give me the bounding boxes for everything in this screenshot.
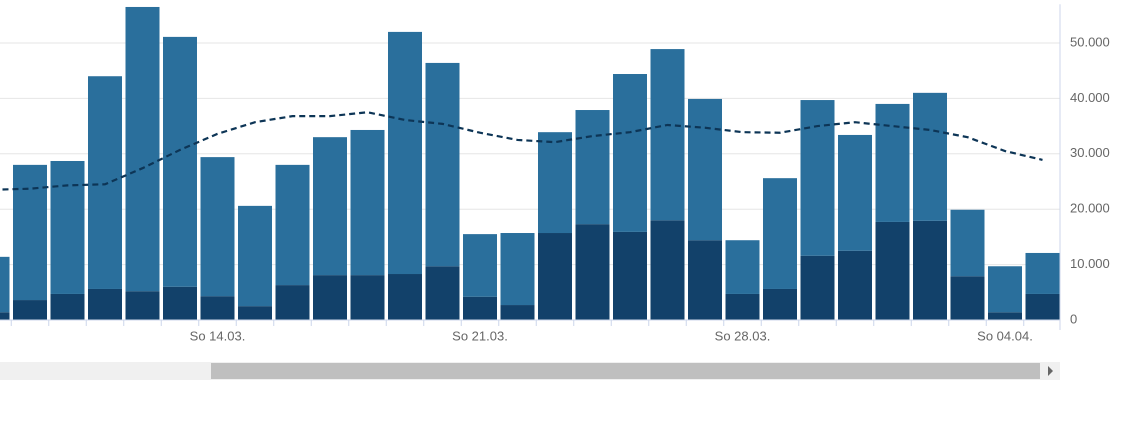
bar — [238, 306, 272, 320]
bar — [0, 256, 10, 313]
bar — [350, 129, 385, 276]
bar — [763, 178, 797, 289]
bar — [13, 164, 47, 301]
bar — [463, 296, 497, 320]
y-tick-label: 30.000 — [1070, 145, 1110, 160]
bar — [988, 312, 1022, 320]
bar — [1025, 252, 1060, 294]
bar — [125, 6, 160, 292]
x-tick-label: So 14.03. — [190, 328, 246, 343]
bar — [388, 31, 422, 275]
bar — [875, 103, 910, 222]
bar — [0, 312, 10, 320]
bar — [275, 285, 310, 320]
bar — [575, 110, 610, 225]
bar — [163, 286, 197, 320]
bar — [388, 274, 422, 320]
bar — [575, 224, 610, 320]
y-tick-label: 20.000 — [1070, 201, 1110, 216]
bar — [50, 160, 85, 294]
bar — [913, 220, 947, 320]
bar — [238, 205, 272, 307]
bar — [50, 293, 85, 320]
bar — [275, 164, 310, 286]
line — [0, 111, 1043, 191]
bar — [613, 231, 647, 320]
bar — [725, 293, 760, 320]
bar — [763, 288, 797, 320]
x-tick-label: So 21.03. — [452, 328, 508, 343]
bar — [875, 221, 910, 320]
x-tick-label: So 04.04. — [977, 328, 1033, 343]
bar — [650, 49, 685, 221]
bar — [613, 74, 647, 232]
bar — [500, 305, 535, 320]
bar — [913, 92, 947, 221]
bar — [313, 137, 347, 276]
bar — [538, 233, 572, 320]
y-tick-label: 40.000 — [1070, 90, 1110, 105]
bar — [13, 300, 47, 320]
bar — [688, 98, 722, 241]
plot-area: 0 10.000 20.000 30.000 40.000 50.000 So 14.03.… — [0, 4, 1110, 343]
bar — [200, 296, 235, 320]
bar — [88, 288, 122, 320]
scrollbar-thumb[interactable] — [211, 363, 1040, 379]
x-tick-label: So 28.03. — [715, 328, 771, 343]
bar — [425, 266, 460, 320]
bar — [950, 209, 985, 277]
bar — [313, 275, 347, 320]
bar — [988, 266, 1022, 313]
y-tick-label: 10.000 — [1070, 256, 1110, 271]
bar — [538, 132, 572, 234]
bar — [88, 76, 122, 289]
y-tick-label: 50.000 — [1070, 34, 1110, 49]
bar — [725, 240, 760, 294]
bar — [800, 100, 835, 256]
bar — [838, 134, 872, 251]
bar — [688, 240, 722, 320]
bar — [800, 255, 835, 320]
bar — [200, 157, 235, 297]
bar — [463, 234, 497, 297]
bar — [950, 276, 985, 320]
bar — [838, 250, 872, 320]
bar — [500, 233, 535, 306]
bar — [163, 36, 197, 287]
bar — [125, 291, 160, 320]
bar — [650, 220, 685, 320]
y-tick-label: 0 — [1070, 311, 1077, 326]
bar — [350, 275, 385, 320]
bar — [425, 62, 460, 267]
scroll-arrow[interactable] — [1048, 366, 1053, 376]
bar — [1025, 293, 1060, 320]
